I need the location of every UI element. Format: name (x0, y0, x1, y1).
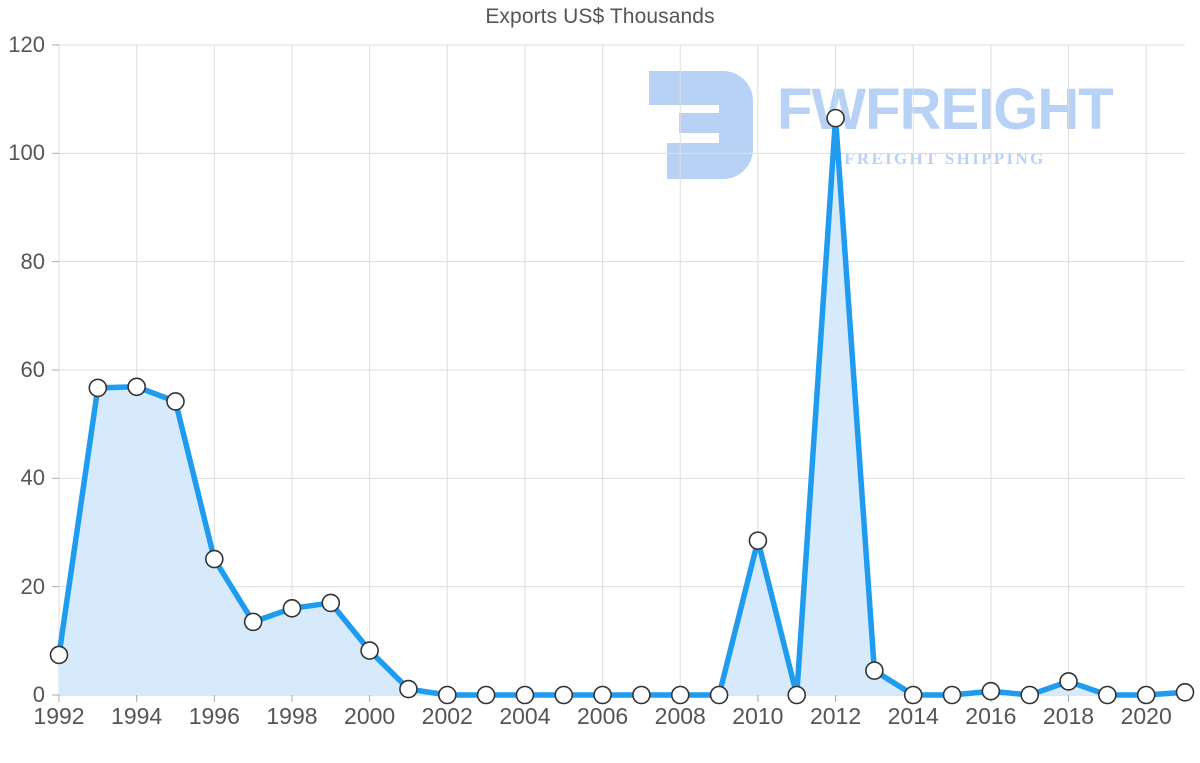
data-point-marker[interactable] (632, 685, 651, 705)
data-point-marker[interactable] (593, 685, 612, 705)
x-axis-tick-label: 2020 (1120, 703, 1172, 729)
x-axis-tick-label: 2012 (809, 703, 862, 729)
x-axis-tick-label: 2010 (732, 703, 784, 729)
data-point-marker[interactable] (554, 685, 574, 705)
x-axis-tick-label: 2016 (965, 703, 1017, 729)
x-axis-tick-label: 2000 (344, 703, 396, 729)
data-point-marker[interactable] (399, 679, 418, 699)
y-axis-tick-label: 80 (20, 248, 45, 274)
x-axis-tick-label: 2002 (421, 703, 473, 729)
x-axis-tick-label: 2014 (887, 703, 939, 729)
data-point-marker[interactable] (670, 685, 690, 705)
data-point-marker[interactable] (321, 593, 341, 613)
data-point-marker[interactable] (476, 685, 496, 705)
y-axis-tick-label: 20 (20, 573, 45, 599)
data-point-marker[interactable] (360, 641, 379, 660)
data-point-marker[interactable] (865, 661, 884, 680)
chart-title: Exports US$ Thousands (485, 5, 715, 28)
x-axis-tick-label: 2018 (1042, 703, 1095, 729)
x-axis-tick-label: 2004 (499, 703, 551, 729)
data-point-marker[interactable] (49, 645, 69, 665)
data-point-marker[interactable] (826, 108, 845, 128)
data-point-marker[interactable] (437, 685, 457, 705)
y-axis-tick-label: 0 (32, 682, 45, 707)
data-point-marker[interactable] (515, 685, 535, 705)
data-point-marker[interactable] (903, 685, 923, 705)
data-point-marker[interactable] (1175, 682, 1195, 702)
y-axis-tick-label: 60 (20, 357, 45, 382)
data-point-marker[interactable] (709, 685, 729, 705)
data-point-marker[interactable] (166, 392, 185, 411)
data-point-marker[interactable] (1020, 685, 1039, 705)
x-axis-tick-label: 2006 (576, 703, 629, 729)
y-axis-tick-label: 40 (20, 465, 45, 491)
data-point-marker[interactable] (282, 599, 302, 618)
data-point-marker[interactable] (88, 378, 108, 398)
data-point-marker[interactable] (981, 681, 1001, 701)
data-point-marker[interactable] (1098, 685, 1117, 705)
series-markers (49, 108, 1195, 705)
data-point-marker[interactable] (1059, 672, 1078, 691)
data-point-marker[interactable] (205, 549, 224, 569)
x-axis-tick-label: 1996 (188, 703, 240, 729)
data-point-marker[interactable] (748, 531, 768, 550)
series-area-fill (59, 118, 1185, 695)
x-axis-tick-label: 1998 (266, 703, 318, 729)
data-point-marker[interactable] (127, 377, 146, 397)
data-point-marker[interactable] (942, 685, 962, 705)
x-axis-tick-label: 1992 (33, 703, 85, 729)
y-axis-tick-label: 120 (8, 32, 45, 57)
grid-lines (58, 44, 1185, 696)
data-point-marker[interactable] (787, 685, 807, 705)
x-axis-tick-label: 2008 (654, 703, 706, 729)
x-axis-tick-label: 1994 (111, 703, 163, 729)
y-axis-tick-label: 100 (8, 140, 45, 166)
data-point-marker[interactable] (243, 612, 263, 632)
data-point-marker[interactable] (1136, 685, 1156, 705)
